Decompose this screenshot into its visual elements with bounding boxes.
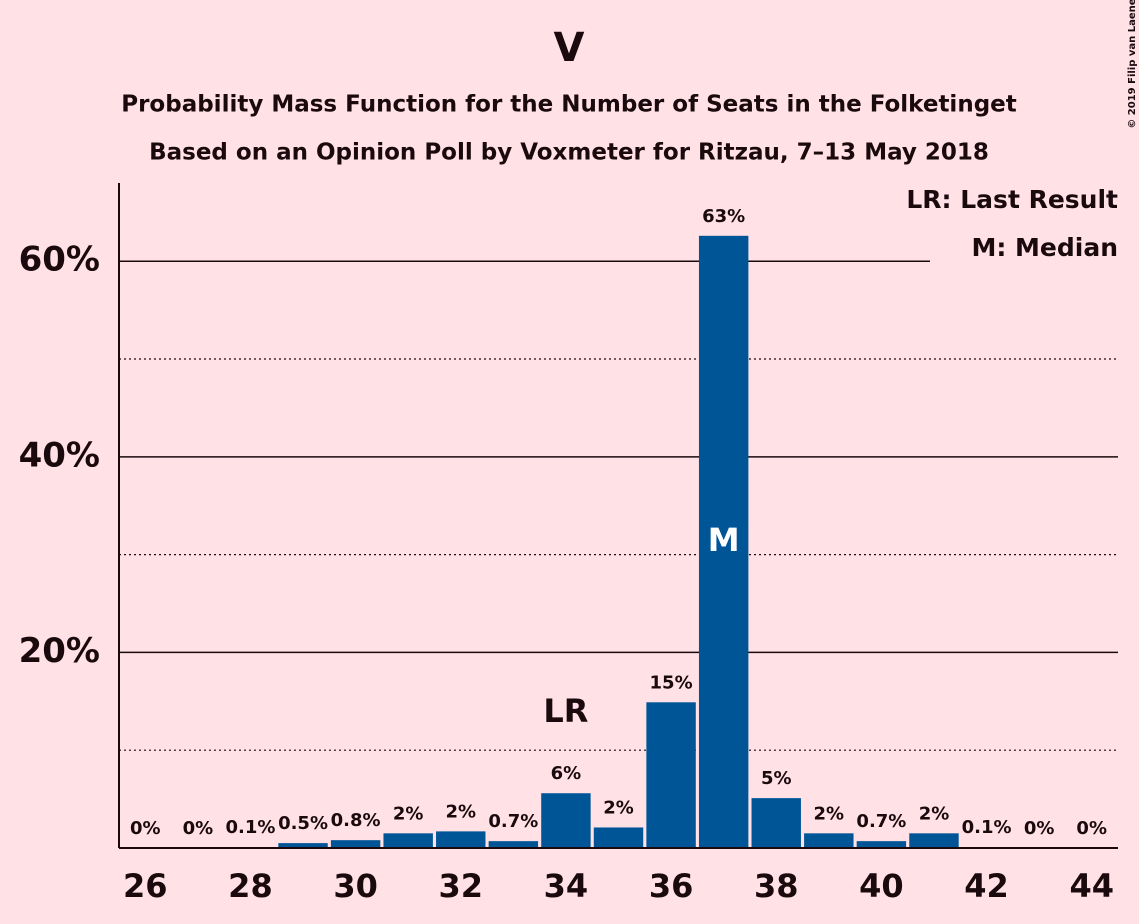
value-label: 2% — [919, 803, 950, 824]
value-label: 0.7% — [856, 811, 906, 832]
bar — [436, 831, 486, 848]
x-tick-label: 44 — [1069, 867, 1114, 905]
bar — [278, 843, 328, 848]
value-label: 5% — [761, 768, 792, 789]
value-label: 15% — [650, 672, 693, 693]
bar — [646, 702, 696, 848]
bar — [856, 841, 907, 848]
x-tick-label: 38 — [754, 867, 799, 905]
bar — [488, 841, 539, 848]
value-label: 63% — [702, 206, 745, 227]
value-label: 0.5% — [278, 813, 328, 834]
value-label: 0% — [183, 818, 214, 839]
x-tick-label: 32 — [438, 867, 483, 905]
value-label: 0% — [1076, 818, 1107, 839]
bar — [804, 833, 854, 848]
value-label: 2% — [445, 801, 476, 822]
legend-background — [930, 184, 1118, 218]
value-label: 0.7% — [488, 811, 538, 832]
chart-subtitle: Probability Mass Function for the Number… — [121, 92, 1017, 118]
value-label: 0.1% — [225, 817, 275, 838]
value-label: 0.8% — [331, 810, 381, 831]
x-tick-label: 26 — [123, 867, 168, 905]
y-tick-label: 40% — [19, 435, 100, 475]
bar — [541, 793, 591, 848]
x-tick-label: 28 — [228, 867, 273, 905]
copyright: © 2019 Filip van Laenen — [1127, 0, 1138, 129]
legend-background — [930, 232, 1118, 266]
annotation: LR — [543, 692, 588, 730]
bar — [909, 833, 959, 848]
value-label: 2% — [393, 803, 424, 824]
value-label: 6% — [551, 763, 582, 784]
bar — [751, 798, 801, 848]
y-tick-label: 20% — [19, 631, 100, 671]
x-tick-label: 40 — [859, 867, 904, 905]
chart-title: V — [554, 25, 585, 71]
legend-text: LR: Last Result — [906, 185, 1118, 214]
bar — [330, 840, 381, 848]
value-label: 0.1% — [962, 817, 1012, 838]
annotation: M — [708, 521, 740, 559]
x-tick-label: 30 — [333, 867, 378, 905]
y-tick-label: 60% — [19, 240, 100, 280]
bar — [698, 235, 749, 848]
bar — [593, 827, 644, 848]
bar — [383, 833, 433, 848]
value-label: 2% — [603, 797, 634, 818]
x-tick-label: 42 — [964, 867, 1009, 905]
value-label: 2% — [814, 803, 845, 824]
x-tick-label: 36 — [649, 867, 694, 905]
legend-text: M: Median — [971, 233, 1118, 262]
chart-subtitle: Based on an Opinion Poll by Voxmeter for… — [149, 140, 989, 166]
x-tick-label: 34 — [544, 867, 589, 905]
value-label: 0% — [130, 818, 161, 839]
value-label: 0% — [1024, 818, 1055, 839]
